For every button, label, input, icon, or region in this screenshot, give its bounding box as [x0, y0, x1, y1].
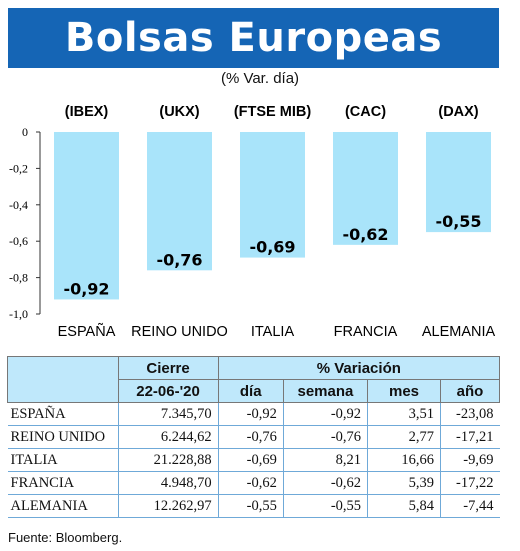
bar [333, 132, 398, 245]
table-row: ESPAÑA 7.345,70 -0,92 -0,92 3,51 -23,08 [7, 402, 500, 426]
row-ano: -23,08 [439, 402, 500, 426]
x-tick-label: FRANCIA [334, 324, 398, 340]
row-mes: 3,51 [367, 402, 441, 426]
row-cierre: 6.244,62 [117, 425, 219, 449]
index-label: (CAC) [345, 104, 386, 120]
y-tick-label: -0,8 [9, 271, 28, 285]
x-tick-label: ITALIA [251, 324, 295, 340]
row-mes: 2,77 [367, 425, 441, 449]
row-cierre: 12.262,97 [117, 494, 219, 518]
index-label: (FTSE MIB) [234, 104, 311, 120]
y-tick-label: -0,4 [9, 198, 28, 212]
table-row: FRANCIA 4.948,70 -0,62 -0,62 5,39 -17,22 [7, 471, 500, 495]
table-corner-2 [7, 379, 119, 403]
y-tick-label: -0,2 [9, 161, 28, 175]
row-dia: -0,92 [217, 402, 284, 426]
row-cierre: 7.345,70 [117, 402, 219, 426]
data-label: -0,62 [342, 225, 388, 244]
header-col-dia: día [217, 379, 284, 403]
row-cierre: 4.948,70 [117, 471, 219, 495]
y-tick-label: 0 [22, 125, 28, 139]
table-row: ALEMANIA 12.262,97 -0,55 -0,55 5,84 -7,4… [7, 494, 500, 518]
row-country: REINO UNIDO [7, 425, 118, 449]
row-semana: -0,76 [282, 425, 368, 449]
bar-chart: 0 -0,2 -0,4 -0,6 -0,8 -1,0 -0,92 (IBEX) ESPAÑA -0… [9, 104, 496, 340]
row-dia: -0,76 [217, 425, 284, 449]
x-tick-label: ESPAÑA [58, 323, 116, 340]
data-label: -0,76 [156, 250, 202, 269]
x-tick-label: REINO UNIDO [131, 324, 228, 340]
row-mes: 16,66 [367, 448, 441, 472]
data-label: -0,69 [249, 238, 295, 257]
x-tick-label: ALEMANIA [422, 324, 496, 340]
table-row: ITALIA 21.228,88 -0,69 8,21 16,66 -9,69 [7, 448, 500, 472]
row-mes: 5,84 [367, 494, 441, 518]
chart-subtitle: (% Var. día) [220, 70, 300, 87]
source-note: Fuente: Bloomberg. [8, 530, 123, 545]
data-label: -0,92 [63, 279, 109, 298]
header-variacion: % Variación [217, 356, 501, 380]
header-col-semana: semana [282, 379, 369, 403]
y-tick-label: -0,6 [9, 234, 28, 248]
row-semana: -0,62 [282, 471, 368, 495]
row-country: ITALIA [7, 448, 118, 472]
index-label: (DAX) [438, 104, 478, 120]
row-cierre: 21.228,88 [117, 448, 219, 472]
row-dia: -0,55 [217, 494, 284, 518]
row-dia: -0,62 [217, 471, 284, 495]
bar [426, 132, 491, 233]
row-ano: -17,21 [439, 425, 500, 449]
row-semana: 8,21 [282, 448, 368, 472]
row-country: FRANCIA [7, 471, 118, 495]
table-corner [7, 356, 119, 380]
row-semana: -0,55 [282, 494, 368, 518]
header-col-mes: mes [367, 379, 441, 403]
row-ano: -7,44 [439, 494, 500, 518]
row-semana: -0,92 [282, 402, 368, 426]
header-date: 22-06-'20 [117, 379, 219, 403]
header-col-ano: año [439, 379, 501, 403]
bar [54, 132, 119, 300]
header-cierre: Cierre [117, 356, 219, 380]
bar [240, 132, 305, 258]
table-row: REINO UNIDO 6.244,62 -0,76 -0,76 2,77 -1… [7, 425, 500, 449]
row-country: ALEMANIA [7, 494, 118, 518]
bar [147, 132, 212, 271]
row-ano: -17,22 [439, 471, 500, 495]
row-mes: 5,39 [367, 471, 441, 495]
data-label: -0,55 [435, 212, 481, 231]
index-label: (IBEX) [65, 104, 109, 120]
row-country: ESPAÑA [7, 402, 118, 426]
y-tick-label: -1,0 [9, 307, 28, 321]
row-dia: -0,69 [217, 448, 284, 472]
index-label: (UKX) [159, 104, 199, 120]
data-table: Cierre % Variación 22-06-'20 día semana … [7, 356, 501, 518]
title-banner: Bolsas Europeas [8, 8, 499, 68]
row-ano: -9,69 [439, 448, 500, 472]
chart-title: Bolsas Europeas [64, 15, 443, 61]
